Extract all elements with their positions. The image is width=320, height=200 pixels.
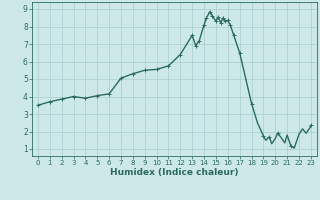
X-axis label: Humidex (Indice chaleur): Humidex (Indice chaleur) bbox=[110, 168, 239, 177]
